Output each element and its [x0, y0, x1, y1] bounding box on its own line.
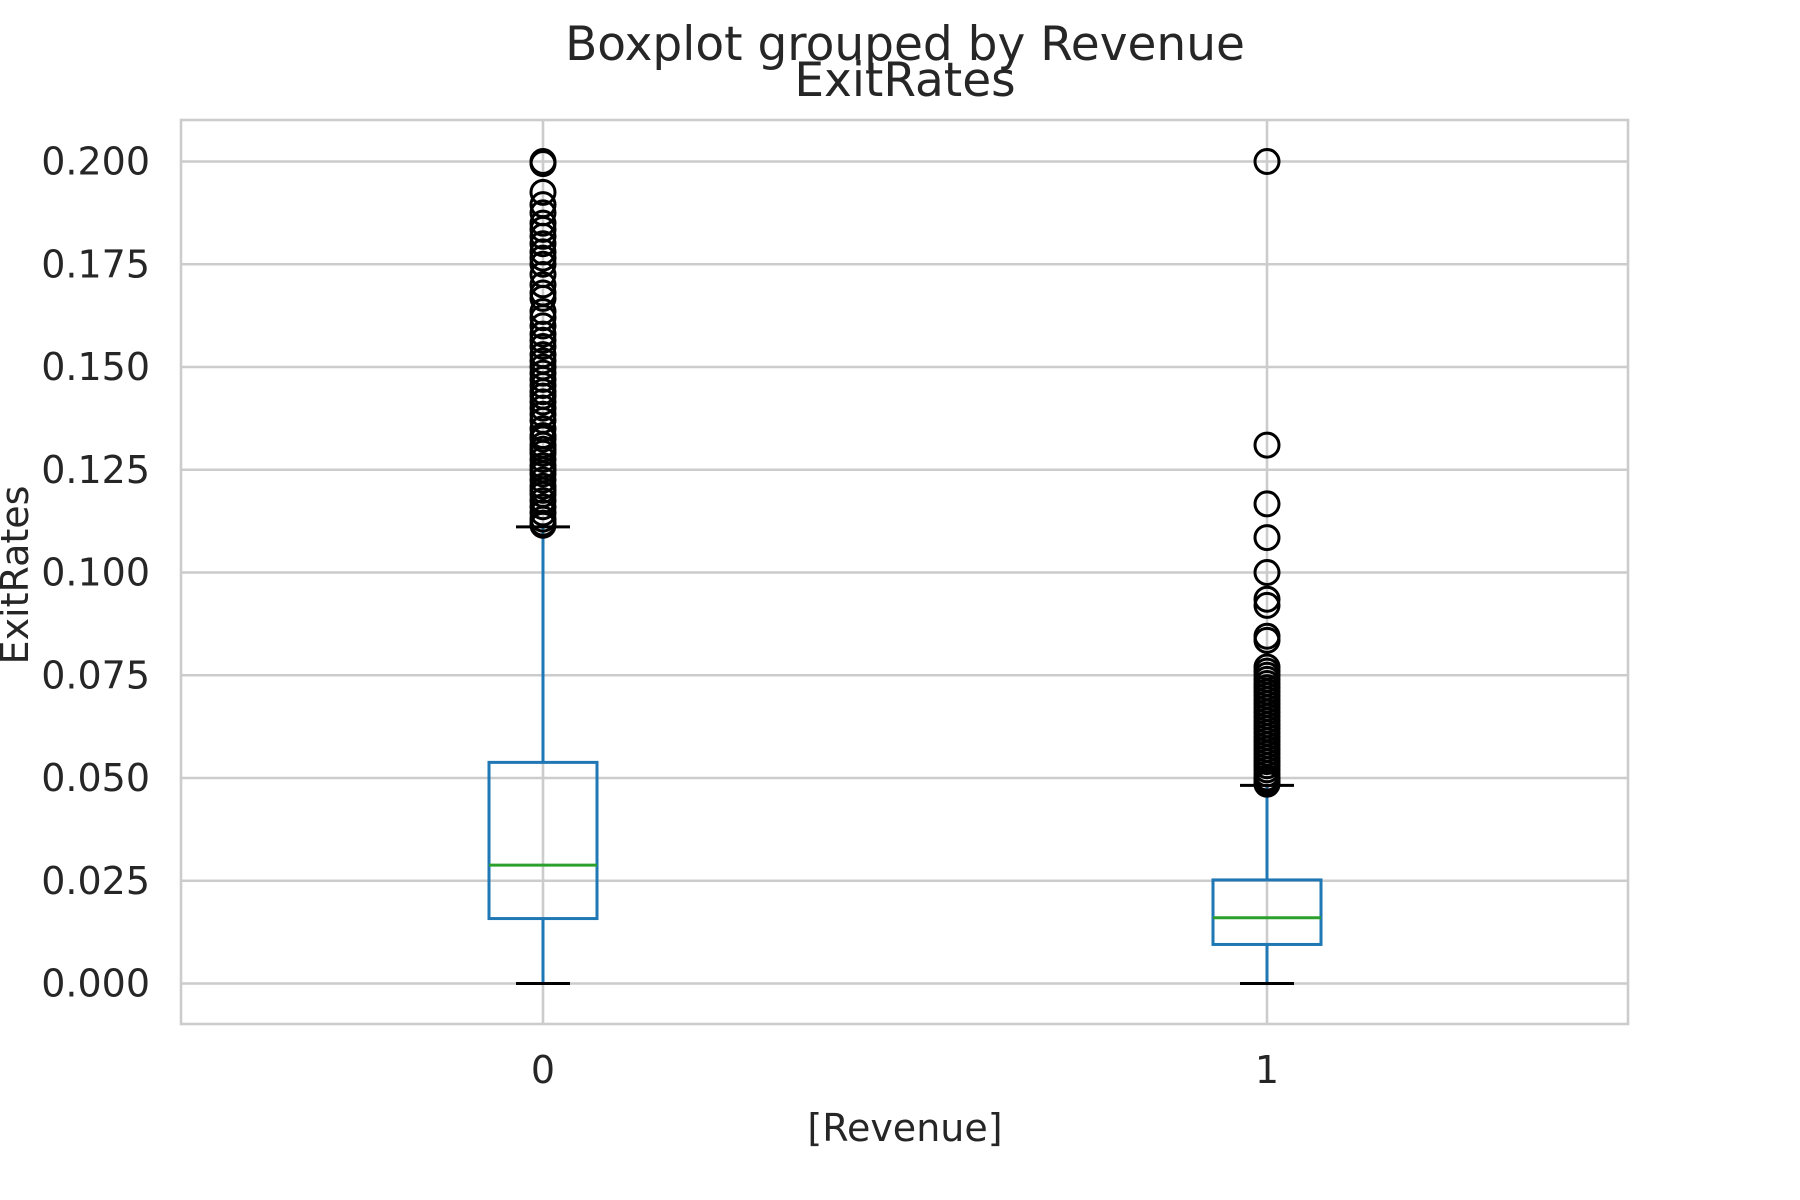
- y-tick-label: 0.050: [41, 756, 150, 800]
- chart-title: ExitRates: [794, 53, 1015, 108]
- outlier-point: [1253, 585, 1281, 613]
- outlier-point: [1253, 148, 1281, 175]
- outlier-point: [529, 298, 557, 326]
- box-layer: [487, 148, 1323, 985]
- outlier-point: [1253, 653, 1281, 681]
- y-tick-label: 0.175: [41, 242, 150, 286]
- outlier-point: [1253, 622, 1281, 650]
- outlier-point: [1253, 524, 1281, 552]
- outlier-point: [529, 271, 557, 299]
- outlier-point: [529, 422, 557, 450]
- x-tick-label: 1: [1255, 1048, 1279, 1092]
- y-tick-label: 0.100: [41, 551, 150, 595]
- outlier-point: [529, 415, 557, 443]
- outlier-point: [529, 191, 557, 219]
- y-tick-label: 0.000: [41, 962, 150, 1006]
- outlier-point: [529, 209, 557, 237]
- outlier-point: [529, 230, 557, 258]
- x-tick-label: 0: [531, 1048, 555, 1092]
- y-tick-label: 0.125: [41, 448, 150, 492]
- y-tick-label: 0.025: [41, 859, 150, 903]
- iqr-box: [487, 760, 599, 921]
- y-tick-label: 0.200: [41, 140, 150, 184]
- outlier-point: [529, 341, 557, 369]
- outlier-point: [1253, 431, 1281, 459]
- outlier-point: [1253, 559, 1281, 586]
- outlier-point: [529, 178, 557, 206]
- grid-lines: [181, 120, 1628, 1024]
- y-axis-label: ExitRates: [0, 486, 37, 665]
- outlier-point: [529, 312, 557, 340]
- box-group-1: [1211, 148, 1323, 985]
- y-tick-label: 0.075: [41, 653, 150, 697]
- box-group-0: [487, 148, 599, 985]
- x-axis-label: [Revenue]: [807, 1106, 1002, 1150]
- tick-labels: 0.000 0.025 0.050 0.075 0.100 0.125 0.150 0.175…: [41, 140, 1279, 1093]
- outlier-point: [529, 279, 557, 307]
- y-tick-label: 0.150: [41, 345, 150, 389]
- plot-frame: [179, 118, 1630, 1026]
- outlier-point: [529, 199, 557, 227]
- outlier-point: [1253, 490, 1281, 518]
- outlier-point: [529, 148, 557, 175]
- iqr-box: [1211, 878, 1323, 946]
- chart-suptitle: Boxplot grouped by Revenue: [565, 17, 1245, 72]
